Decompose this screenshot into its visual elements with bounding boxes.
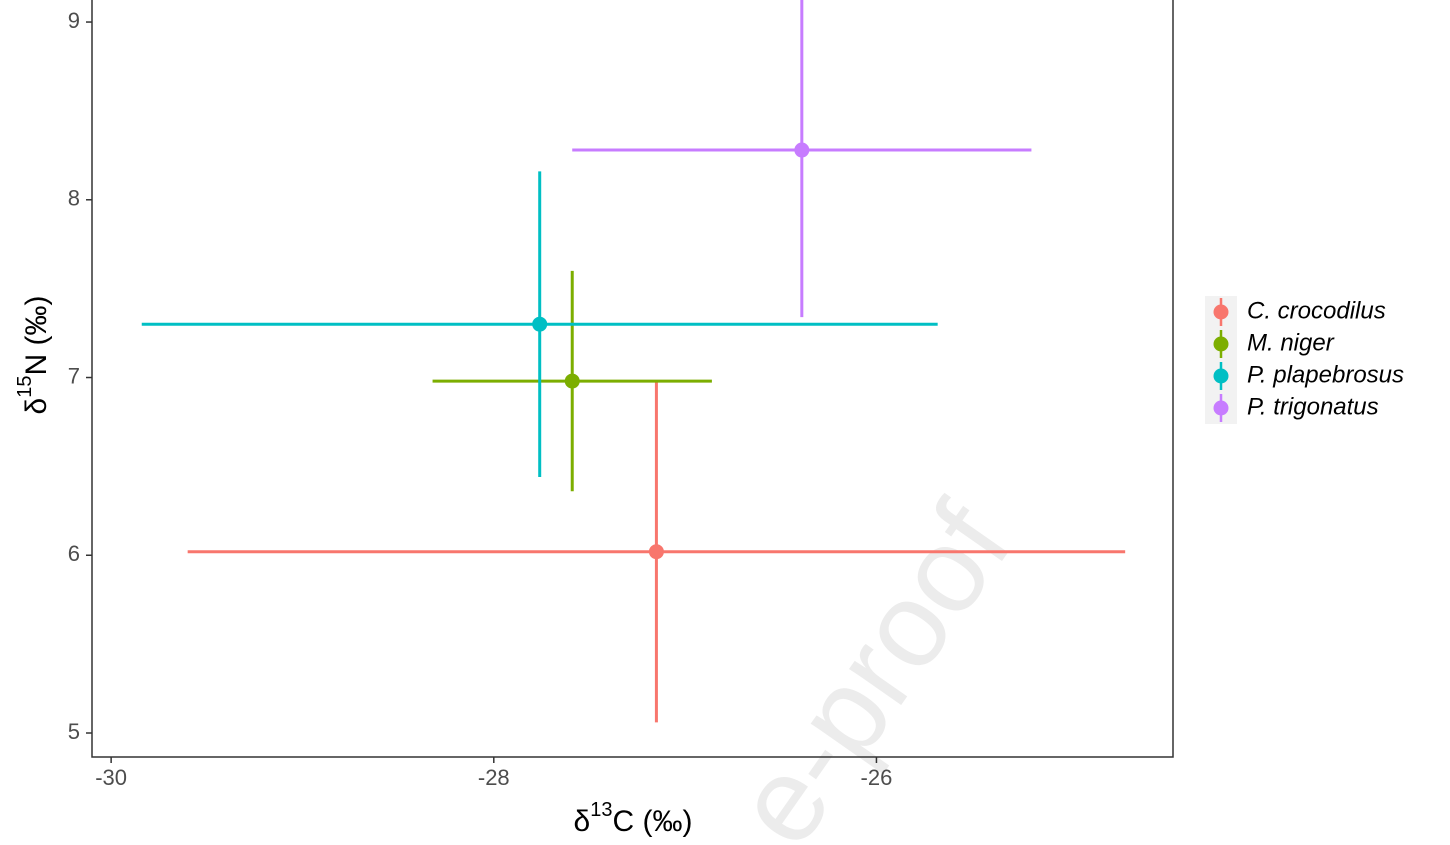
y-title-sup: 15 bbox=[14, 376, 36, 398]
y-title-suffix: N (‰) bbox=[20, 296, 53, 376]
x-axis-title: δ13C (‰) bbox=[574, 799, 693, 838]
legend-key-dot bbox=[1213, 368, 1229, 384]
y-tick-label: 5 bbox=[68, 719, 80, 744]
y-title-prefix: δ bbox=[20, 398, 53, 415]
legend-label: C. crocodilus bbox=[1247, 297, 1386, 324]
legend-label: P. trigonatus bbox=[1247, 393, 1379, 420]
x-title-suffix: C (‰) bbox=[612, 805, 692, 838]
y-tick-label: 7 bbox=[68, 363, 80, 388]
point bbox=[532, 316, 548, 332]
y-tick-label: 6 bbox=[68, 541, 80, 566]
x-tick-label: -28 bbox=[478, 765, 510, 790]
y-tick-label: 8 bbox=[68, 186, 80, 211]
legend-key-dot bbox=[1213, 304, 1229, 320]
watermark: e-proof bbox=[708, 480, 1036, 845]
legend-key-dot bbox=[1213, 336, 1229, 352]
x-tick-label: -30 bbox=[95, 765, 127, 790]
point bbox=[648, 544, 664, 560]
x-title-sup: 13 bbox=[590, 799, 612, 821]
legend-key-dot bbox=[1213, 400, 1229, 416]
legend-label: P. plapebrosus bbox=[1247, 361, 1404, 388]
plot-frame bbox=[91, 0, 1174, 758]
legend-label: M. niger bbox=[1247, 329, 1335, 356]
point bbox=[564, 373, 580, 389]
y-tick-label: 9 bbox=[68, 8, 80, 33]
point bbox=[794, 142, 810, 158]
x-title-prefix: δ bbox=[574, 805, 591, 838]
y-axis-title: δ15N (‰) bbox=[14, 296, 53, 415]
x-tick-label: -26 bbox=[861, 765, 893, 790]
